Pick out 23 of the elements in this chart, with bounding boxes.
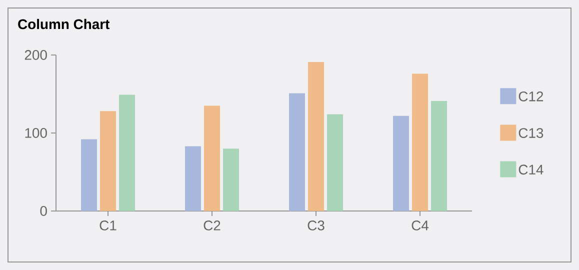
bar bbox=[185, 146, 202, 211]
legend-label: C13 bbox=[518, 128, 544, 138]
bar bbox=[204, 106, 220, 211]
y-tick-label: 200 bbox=[24, 50, 47, 60]
bar bbox=[119, 94, 136, 211]
bar bbox=[393, 116, 410, 211]
bar bbox=[431, 101, 448, 211]
x-tick-label: C4 bbox=[412, 220, 429, 230]
bar bbox=[327, 114, 344, 211]
bar bbox=[81, 139, 98, 211]
chart-title: Column Chart bbox=[18, 18, 110, 30]
legend-label: C12 bbox=[518, 91, 544, 102]
x-tick-label: C2 bbox=[204, 220, 220, 230]
bar bbox=[308, 62, 324, 211]
y-tick-label: 0 bbox=[40, 206, 47, 216]
bar bbox=[412, 74, 428, 211]
bar bbox=[100, 111, 116, 211]
y-tick-label: 100 bbox=[25, 128, 47, 138]
x-tick-label: C1 bbox=[100, 220, 116, 230]
legend-label: C14 bbox=[518, 164, 544, 175]
bar bbox=[223, 148, 240, 211]
x-tick-label: C3 bbox=[308, 220, 324, 230]
bar bbox=[289, 93, 306, 211]
